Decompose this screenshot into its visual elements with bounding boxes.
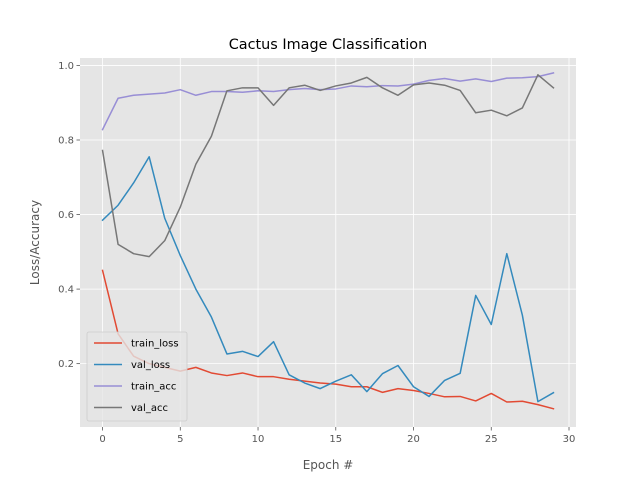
y-tick-label: 0.4 <box>58 285 74 296</box>
x-tick-label: 30 <box>563 434 576 445</box>
legend-label-train-acc: train_acc <box>131 382 176 393</box>
x-tick-label: 25 <box>485 434 498 445</box>
series-line-train-acc <box>101 72 555 131</box>
legend-box <box>86 331 188 422</box>
series-line-val-loss <box>101 156 555 403</box>
series-line-val-acc <box>101 74 555 258</box>
x-tick-label: 10 <box>252 434 265 445</box>
legend-label-train-loss: train_loss <box>131 339 179 350</box>
y-tick-label: 0.2 <box>58 359 74 370</box>
y-tick-label: 0.6 <box>58 210 74 221</box>
x-tick-label: 5 <box>177 434 183 445</box>
y-tick-label: 0.8 <box>58 136 74 147</box>
legend-label-val-loss: val_loss <box>131 360 170 371</box>
y-axis-label: Loss/Accuracy <box>28 200 42 285</box>
legend: train_loss val_loss train_acc val_acc <box>86 331 188 422</box>
x-tick-label: 15 <box>329 434 342 445</box>
chart-title: Cactus Image Classification <box>229 37 427 53</box>
x-tick-label: 0 <box>99 434 105 445</box>
x-axis-label: Epoch # <box>303 458 354 472</box>
y-tick-label: 1.0 <box>58 61 74 72</box>
ticks-layer: 0 5 10 15 20 25 30 0.2 0.4 0.6 0.8 1.0 <box>58 61 575 445</box>
legend-label-val-acc: val_acc <box>131 403 168 414</box>
x-tick-label: 20 <box>407 434 420 445</box>
